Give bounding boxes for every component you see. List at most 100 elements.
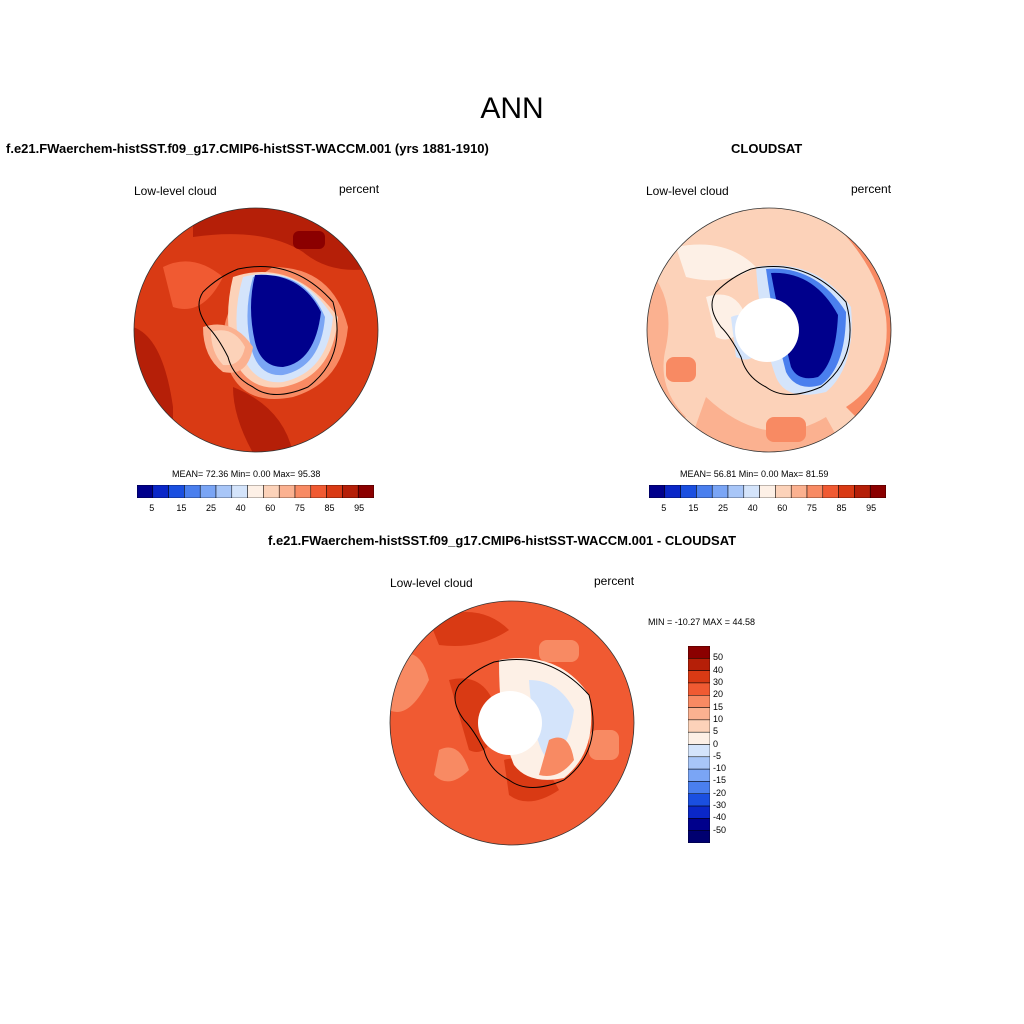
panel-3-colorbar-box-15 — [688, 830, 710, 843]
panel-3-colorbar-box-5 — [688, 707, 710, 721]
panel-1-colorbar-box-0 — [137, 485, 154, 498]
panel-1-colorbar-box-2 — [168, 485, 185, 498]
panel-2-colorbar-box-14 — [869, 485, 886, 498]
panel-3-colorbar-label-3: 20 — [713, 689, 724, 700]
panel-3-colorbar-box-7 — [688, 731, 710, 745]
panel-2-colorbar-label-2: 25 — [718, 503, 729, 513]
panel-1-colorbar-label-6: 85 — [324, 503, 335, 513]
panel-2-colorbar-label-0: 5 — [661, 503, 667, 513]
panel-1-colorbar-box-10 — [294, 485, 312, 498]
panel-1-colorbar-label-1: 15 — [176, 503, 187, 513]
panel-3-colorbar-box-2 — [688, 670, 710, 684]
panel-3-colorbar-box-8 — [688, 744, 710, 758]
figure-title: ANN — [480, 92, 544, 125]
panel-2-stats: MEAN= 56.81 Min= 0.00 Max= 81.59 — [680, 469, 829, 479]
panel-3-polar-map — [389, 600, 635, 846]
panel-2-units-label: percent — [851, 182, 892, 196]
panel-3-colorbar-box-1 — [688, 658, 710, 671]
panel-1-colorbar-label-4: 60 — [265, 503, 276, 513]
panel-3-colorbar-label-12: -30 — [713, 800, 727, 811]
panel-1-colorbar-box-8 — [263, 485, 280, 498]
panel-1-colorbar-box-5 — [215, 485, 233, 498]
panel-1-variable-label: Low-level cloud — [134, 184, 217, 198]
panel-1-colorbar-box-3 — [184, 485, 201, 498]
panel-3-colorbar-label-6: 5 — [713, 726, 719, 737]
panel-3-colorbar-box-14 — [688, 818, 710, 831]
panel-2-title: CLOUDSAT — [731, 141, 803, 156]
panel-2-colorbar-label-5: 75 — [806, 503, 817, 513]
panel-1-colorbar-label-5: 75 — [294, 503, 305, 513]
panel-3-colorbar-label-13: -40 — [713, 812, 727, 823]
panel-2-colorbar-label-3: 40 — [747, 503, 758, 513]
panel-2-colorbar-box-5 — [727, 485, 745, 498]
panel-1-colorbar-label-7: 95 — [354, 503, 365, 513]
panel-1-colorbar-box-4 — [199, 485, 217, 498]
panel-3-colorbar-label-4: 15 — [713, 701, 724, 712]
panel-1-colorbar-box-7 — [247, 485, 264, 498]
panel-3-colorbar-label-5: 10 — [713, 713, 724, 724]
panel-1-stats: MEAN= 72.36 Min= 0.00 Max= 95.38 — [172, 469, 321, 479]
panel-3-colorbar-box-3 — [688, 682, 710, 696]
panel-2-colorbar-box-7 — [759, 485, 776, 498]
panel-2-colorbar-box-11 — [822, 485, 839, 498]
panel-2-colorbar-box-0 — [649, 485, 666, 498]
panel-3-stats: MIN = -10.27 MAX = 44.58 — [648, 617, 756, 627]
panel-1-colorbar-label-2: 25 — [206, 503, 217, 513]
panel-3-colorbar — [688, 646, 710, 843]
panel-3-colorbar-label-8: -5 — [713, 750, 722, 761]
panel-1-colorbar — [137, 485, 374, 498]
panel-1-title: f.e21.FWaerchem-histSST.f09_g17.CMIP6-hi… — [6, 141, 489, 156]
panel-2-colorbar — [649, 485, 886, 498]
panel-3-colorbar-label-14: -50 — [713, 824, 727, 835]
panel-1-colorbar-box-1 — [152, 485, 169, 498]
panel-3-colorbar-box-6 — [688, 719, 710, 733]
panel-3-colorbar-box-9 — [688, 756, 710, 770]
panel-3-colorbar-boxes — [688, 646, 710, 843]
panel-3-colorbar-label-9: -10 — [713, 763, 727, 774]
panel-1-colorbar-box-13 — [342, 485, 359, 498]
panel-2-colorbar-box-9 — [790, 485, 808, 498]
panel-2-colorbar-label-1: 15 — [688, 503, 699, 513]
panel-1-colorbar-box-12 — [326, 485, 343, 498]
panel-2-polar-map — [646, 207, 892, 453]
panel-1-colorbar-box-6 — [231, 485, 248, 498]
panel-1-colorbar-boxes — [137, 485, 374, 498]
panel-3-colorbar-box-0 — [688, 646, 710, 659]
panel-1-colorbar-box-9 — [278, 485, 296, 498]
panel-1-colorbar-box-14 — [357, 485, 374, 498]
panel-3-colorbar-label-0: 50 — [713, 652, 724, 663]
panel-2-variable-label: Low-level cloud — [646, 184, 729, 198]
panel-1-units-label: percent — [339, 182, 380, 196]
panel-3-colorbar-box-11 — [688, 781, 710, 794]
panel-3-colorbar-box-10 — [688, 768, 710, 782]
panel-3-colorbar-label-10: -15 — [713, 775, 727, 786]
panel-3-title: f.e21.FWaerchem-histSST.f09_g17.CMIP6-hi… — [268, 533, 737, 548]
panel-3-colorbar-label-1: 40 — [713, 664, 724, 675]
panel-2-colorbar-box-10 — [806, 485, 824, 498]
panel-3-colorbar-label-2: 30 — [713, 676, 724, 687]
panel-2-colorbar-box-13 — [854, 485, 871, 498]
panel-2-colorbar-box-12 — [838, 485, 855, 498]
panel-2-colorbar-box-1 — [664, 485, 681, 498]
panel-2-colorbar-label-6: 85 — [836, 503, 847, 513]
panel-3-variable-label: Low-level cloud — [390, 576, 473, 590]
panel-2-colorbar-box-8 — [775, 485, 792, 498]
panel-2-colorbar-boxes — [649, 485, 886, 498]
panel-3-colorbar-label-7: 0 — [713, 738, 719, 749]
panel-3-colorbar-box-12 — [688, 793, 710, 807]
panel-2-colorbar-box-4 — [711, 485, 729, 498]
panel-3-units-label: percent — [594, 574, 635, 588]
panel-1-colorbar-label-0: 5 — [149, 503, 155, 513]
panel-3-colorbar-box-13 — [688, 805, 710, 819]
panel-1-colorbar-box-11 — [310, 485, 327, 498]
panel-3-colorbar-labels: 50 40 30 20 15 10 5 0 -5 -10 -15 -20 -30 -40 -50 — [713, 646, 753, 843]
panel-2-colorbar-box-3 — [696, 485, 713, 498]
panel-2-colorbar-label-7: 95 — [866, 503, 877, 513]
panel-2-colorbar-box-2 — [680, 485, 697, 498]
panel-1-colorbar-label-3: 40 — [235, 503, 246, 513]
panel-1-polar-map — [133, 207, 379, 453]
panel-3-colorbar-box-4 — [688, 695, 710, 708]
panel-2-colorbar-box-6 — [743, 485, 760, 498]
panel-2-colorbar-label-4: 60 — [777, 503, 788, 513]
panel-3-colorbar-label-11: -20 — [713, 787, 727, 798]
